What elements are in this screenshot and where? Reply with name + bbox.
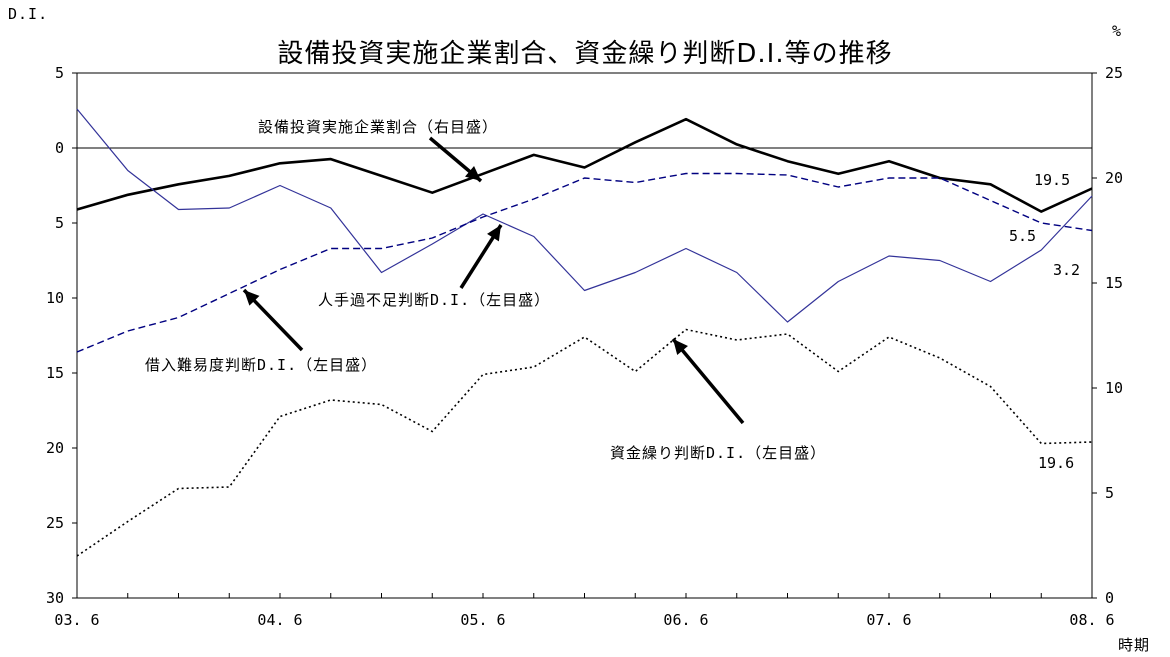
left-tick-label: 0 (55, 139, 64, 157)
axis-ticks-group: 5 0 5 10 15 20 25 30 0 5 10 15 20 25 03. 6 04. 6 05. 6 06… (46, 64, 1123, 629)
left-tick-label: 20 (46, 439, 64, 457)
chart-title: 設備投資実施企業割合、資金繰り判断D.I.等の推移 (277, 39, 892, 69)
end-label-labor: 3.2 (1053, 261, 1080, 279)
plot-area-frame (76, 72, 1093, 599)
left-axis-label: D.I. (8, 5, 48, 23)
end-label-borrow: 5.5 (1009, 227, 1036, 245)
arrow-capex (428, 136, 483, 183)
right-axis-label: % (1112, 22, 1122, 40)
annotation-labor: 人手過不足判断D.I.（左目盛） (318, 291, 550, 309)
x-tick-label: 05. 6 (460, 611, 505, 629)
series-line-labor (76, 108, 1093, 323)
right-tick-label: 15 (1105, 274, 1123, 292)
left-tick-label: 15 (46, 364, 64, 382)
x-tick-label: 08. 6 (1069, 611, 1114, 629)
annotation-capex: 設備投資実施企業割合（右目盛） (258, 118, 498, 136)
series-line-borrow (76, 172, 1093, 353)
series-lines-group (76, 108, 1093, 557)
arrow-labor (459, 224, 503, 289)
right-tick-label: 20 (1105, 169, 1123, 187)
right-tick-label: 0 (1105, 589, 1114, 607)
left-tick-label: 5 (55, 214, 64, 232)
left-tick-label: 10 (46, 289, 64, 307)
series-line-cash (76, 328, 1093, 557)
x-tick-label: 03. 6 (54, 611, 99, 629)
left-tick-label: 5 (55, 64, 64, 82)
x-tick-label: 04. 6 (257, 611, 302, 629)
annotation-arrows-group (242, 136, 745, 425)
x-axis-label: 時期 (1118, 636, 1150, 654)
arrow-borrow (242, 288, 304, 352)
annotation-cash: 資金繰り判断D.I.（左目盛） (610, 444, 826, 462)
arrow-cash (671, 337, 745, 425)
annotation-borrow: 借入難易度判断D.I.（左目盛） (145, 356, 377, 374)
right-tick-label: 25 (1105, 64, 1123, 82)
x-tick-label: 06. 6 (663, 611, 708, 629)
right-tick-label: 5 (1105, 484, 1114, 502)
end-label-cash: 19.6 (1038, 454, 1074, 472)
right-tick-label: 10 (1105, 379, 1123, 397)
x-tick-label: 07. 6 (866, 611, 911, 629)
end-label-capex: 19.5 (1034, 171, 1070, 189)
series-line-capex (76, 117, 1093, 213)
left-tick-label: 25 (46, 514, 64, 532)
left-tick-label: 30 (46, 589, 64, 607)
